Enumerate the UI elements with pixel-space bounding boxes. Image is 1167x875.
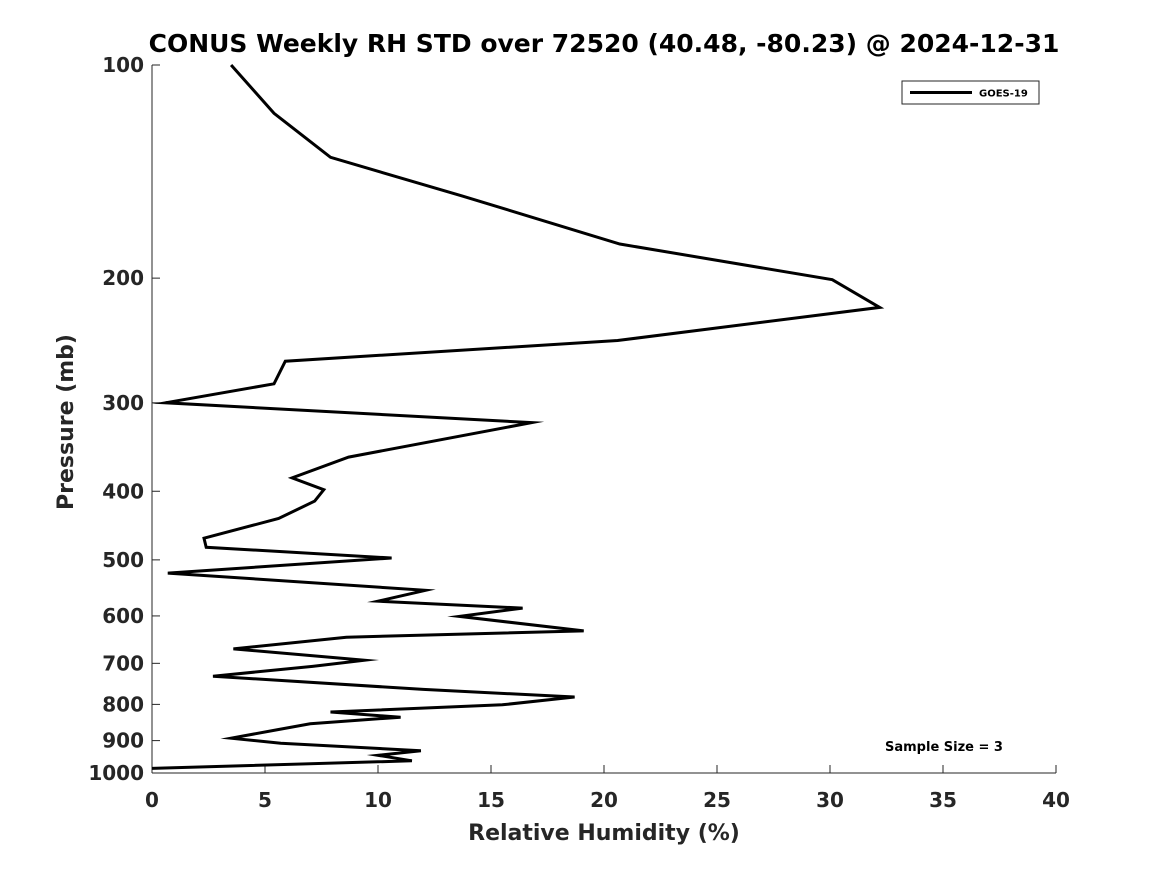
y-tick-label-5: 600 [102, 604, 144, 628]
sample-size-annotation: Sample Size = 3 [885, 740, 1003, 755]
legend-label-goes-19: GOES-19 [979, 89, 1028, 100]
chart-title: CONUS Weekly RH STD over 72520 (40.48, -… [149, 29, 1060, 58]
x-axis-label: Relative Humidity (%) [468, 821, 740, 846]
x-tick-label-3: 15 [477, 788, 505, 812]
legend: GOES-19 [901, 80, 1040, 105]
y-tick-label-8: 900 [102, 729, 144, 753]
x-tick-label-7: 35 [929, 788, 957, 812]
y-tick-label-6: 700 [102, 651, 144, 675]
x-tick-label-4: 20 [590, 788, 618, 812]
x-tick-label-8: 40 [1042, 788, 1070, 812]
series-layer [151, 64, 885, 770]
x-tick-label-2: 10 [364, 788, 392, 812]
y-tick-label-0: 100 [102, 53, 144, 77]
y-tick-label-2: 300 [102, 391, 144, 415]
x-tick-label-5: 25 [703, 788, 731, 812]
x-tick-label-0: 0 [145, 788, 159, 812]
y-tick-label-3: 400 [102, 479, 144, 503]
x-tick-label-1: 5 [258, 788, 272, 812]
x-ticks-group: 0 5 10 15 20 25 30 35 40 [145, 765, 1070, 812]
y-tick-label-4: 500 [102, 548, 144, 572]
series-line-goes-19 [151, 64, 885, 770]
y-axis-label: Pressure (mb) [54, 334, 79, 510]
y-tick-label-7: 800 [102, 692, 144, 716]
x-tick-label-6: 30 [816, 788, 844, 812]
y-tick-label-9: 1000 [88, 761, 144, 785]
y-tick-label-1: 200 [102, 266, 144, 290]
y-ticks-group: 100 200 300 400 500 600 700 800 900 1000 [88, 53, 160, 785]
